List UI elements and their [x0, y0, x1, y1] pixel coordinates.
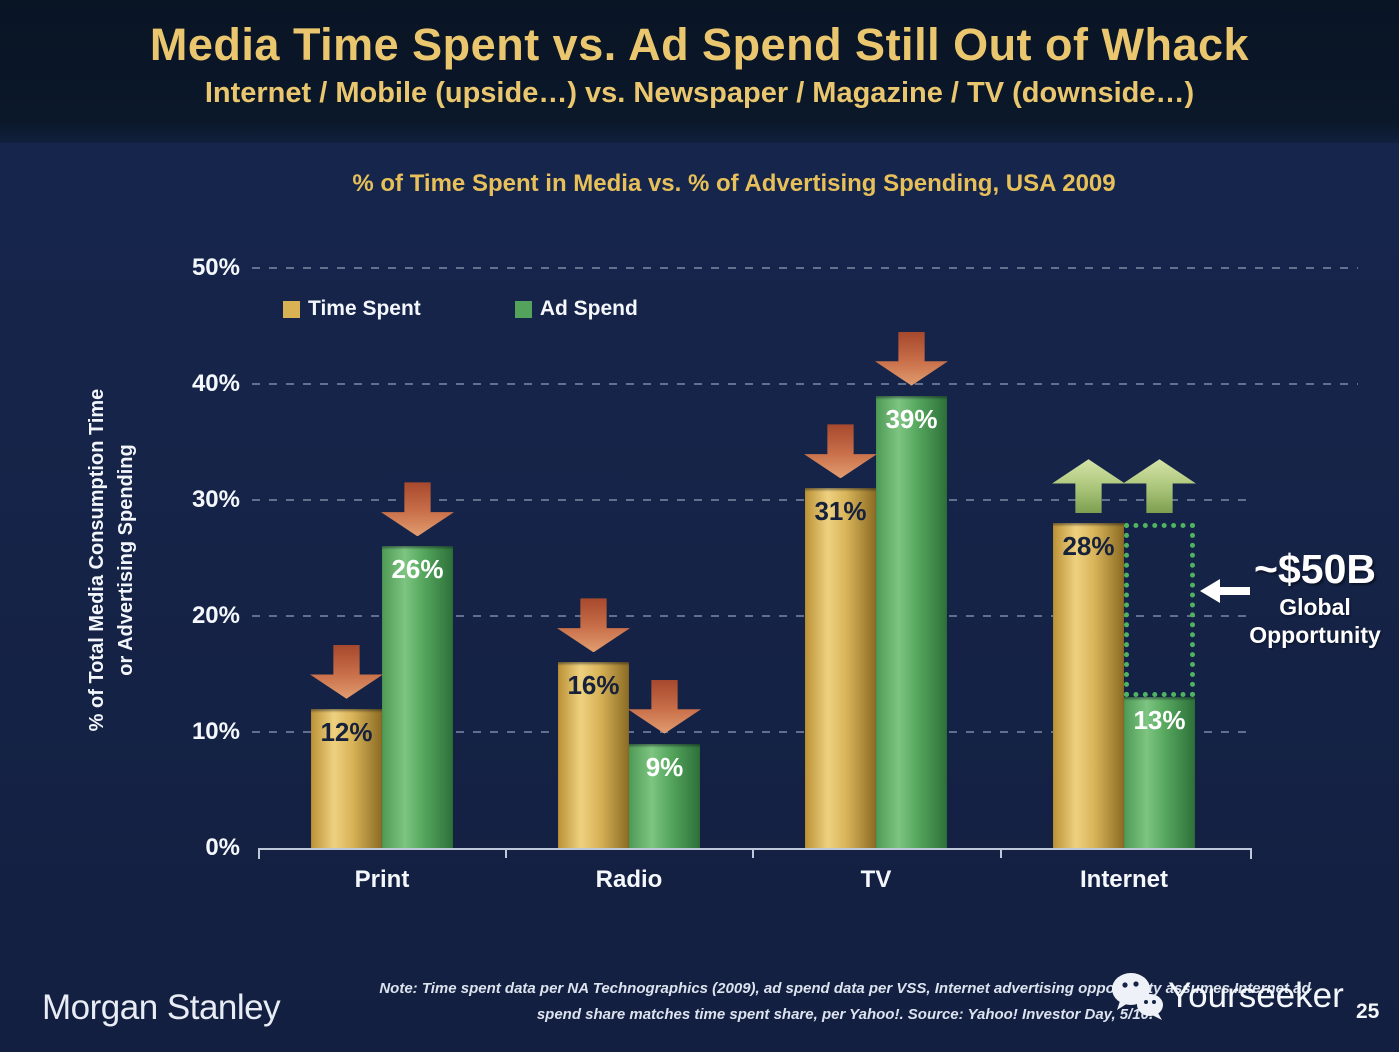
y-axis-title: % of Total Media Consumption Time or Adv… — [83, 300, 143, 820]
bar-value-label-radio-ad-spend: 9% — [645, 751, 684, 782]
wechat-icon — [1112, 973, 1163, 1020]
bar-tv-time-spent — [805, 488, 876, 848]
down-arrow-icon-radio-time-spent — [557, 598, 630, 653]
source-note: Note: Time spent data per NA Technograph… — [330, 976, 1360, 1028]
bar-value-label-internet-ad-spend: 13% — [1133, 705, 1186, 736]
bar-value-label-internet-time-spent: 28% — [1062, 531, 1115, 562]
bar-internet-time-spent — [1053, 523, 1124, 848]
opportunity-sublabel-line1: Global — [1279, 594, 1351, 620]
down-arrow-icon-radio-ad-spend — [628, 679, 701, 734]
opportunity-sublabel-line2: Opportunity — [1249, 622, 1381, 648]
gridline-10% — [252, 731, 1246, 733]
page-number: 25 — [1356, 1000, 1380, 1023]
legend-item-ad-spend: Ad Spend — [514, 297, 638, 321]
y-tick-label-50%: 50% — [191, 254, 240, 281]
bar-value-label-radio-time-spent: 16% — [567, 670, 620, 701]
down-arrow-icon-print-time-spent — [310, 644, 383, 699]
opportunity-annotation: ~$50B Global Opportunity — [1230, 546, 1399, 649]
bar-radio-time-spent — [558, 662, 629, 848]
bar-print-ad-spend — [382, 546, 453, 848]
y-axis-title-line2: or Advertising Spending — [115, 444, 137, 676]
bar-tv-ad-spend — [876, 395, 947, 848]
slide-subtitle: Internet / Mobile (upside…) vs. Newspape… — [204, 77, 1195, 109]
up-arrow-icon-internet-time-spent — [1052, 459, 1125, 514]
category-label-radio: Radio — [595, 866, 663, 893]
source-note-line1: Note: Time spent data per NA Technograph… — [379, 980, 1311, 997]
legend-label-ad-spend: Ad Spend — [539, 297, 638, 320]
watermark-text: Yourseeker — [1168, 976, 1344, 1015]
y-tick-label-40%: 40% — [191, 370, 240, 397]
bar-value-label-print-ad-spend: 26% — [391, 554, 444, 585]
y-tick-label-10%: 10% — [191, 718, 240, 745]
y-axis-title-line1: % of Total Media Consumption Time — [86, 388, 108, 732]
left-arrow-icon — [1200, 579, 1250, 603]
legend-item-time-spent: Time Spent — [283, 297, 421, 321]
category-label-tv: TV — [860, 866, 892, 893]
up-arrow-icon-internet-ad-spend — [1123, 459, 1196, 514]
bar-value-label-tv-ad-spend: 39% — [885, 403, 938, 434]
bar-radio-ad-spend — [629, 743, 700, 848]
opportunity-dotted-box — [1124, 523, 1195, 698]
down-arrow-icon-print-ad-spend — [381, 482, 454, 537]
gridline-40% — [252, 383, 1358, 385]
legend-label-time-spent: Time Spent — [308, 297, 421, 320]
title-band: Media Time Spent vs. Ad Spend Still Out … — [0, 0, 1399, 143]
x-axis-tick-1 — [505, 850, 507, 858]
time-spent-swatch-icon — [283, 300, 300, 318]
gridline-30% — [252, 499, 1246, 501]
opportunity-value: ~$50B — [1254, 546, 1376, 592]
bar-value-label-tv-time-spent: 31% — [814, 496, 867, 527]
y-tick-label-20%: 20% — [191, 602, 240, 629]
slide-title: Media Time Spent vs. Ad Spend Still Out … — [149, 19, 1250, 70]
morgan-stanley-logo: Morgan Stanley — [42, 988, 281, 1027]
down-arrow-icon-tv-time-spent — [804, 424, 877, 479]
footer: Morgan Stanley Note: Time spent data per… — [0, 940, 1399, 1052]
bar-print-time-spent — [311, 708, 382, 848]
ad-spend-swatch-icon — [514, 300, 532, 318]
legend: Time Spent Ad Spend — [283, 297, 638, 321]
chart-title: % of Time Spent in Media vs. % of Advert… — [352, 170, 1116, 197]
y-tick-label-30%: 30% — [191, 486, 240, 513]
category-label-print: Print — [354, 866, 410, 893]
x-axis-line — [258, 848, 1252, 859]
down-arrow-icon-tv-ad-spend — [875, 331, 948, 386]
category-label-internet: Internet — [1079, 866, 1168, 893]
x-axis-tick-3 — [1000, 850, 1002, 858]
gridline-50% — [252, 267, 1358, 269]
gridline-20% — [252, 615, 1246, 617]
y-tick-label-0%: 0% — [205, 834, 240, 861]
source-note-line2: spend share matches time spent share, pe… — [536, 1006, 1154, 1023]
bar-internet-ad-spend — [1124, 697, 1195, 848]
x-axis-tick-2 — [752, 850, 754, 858]
watermark: Yourseeker — [1108, 970, 1344, 1022]
bar-value-label-print-time-spent: 12% — [320, 716, 373, 747]
